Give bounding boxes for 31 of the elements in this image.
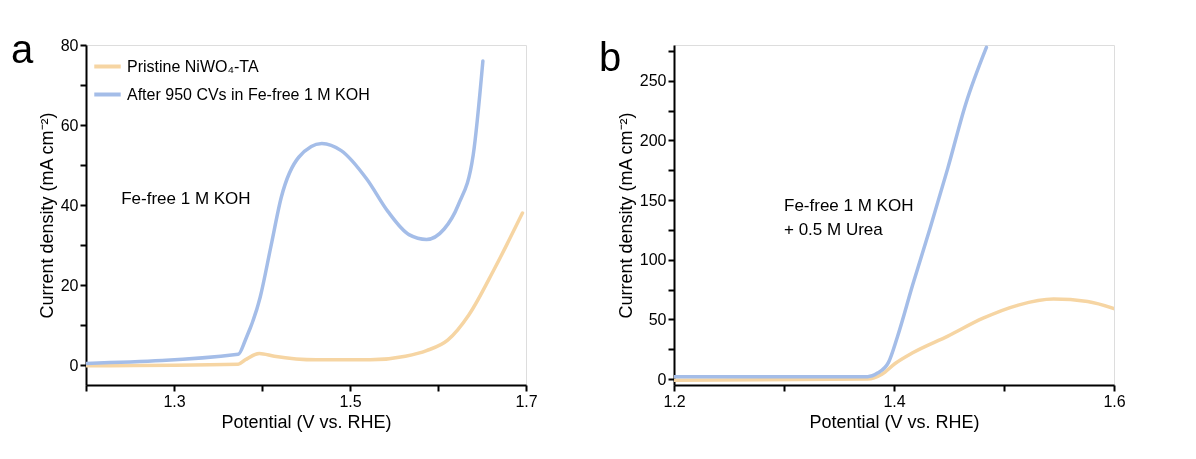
y-axis-title: Current density (mA cm⁻²) [615,112,636,319]
x-tick-label: 1.7 [515,392,538,410]
annotation: Fe-free 1 M KOH [121,189,251,209]
legend-label: Pristine NiWO₄-TA [127,57,259,75]
x-axis-title: Potential (V vs. RHE) [221,411,392,432]
y-tick-label: 60 [60,116,79,134]
y-tick-label: 50 [648,310,667,328]
y-tick-label: 200 [639,131,667,149]
annotation: Fe-free 1 M KOH + 0.5 M Urea [784,196,914,239]
y-axis-title: Current density (mA cm⁻²) [36,112,57,319]
x-tick-label: 1.2 [663,392,686,410]
y-tick-label: 100 [639,251,667,269]
x-tick-label: 1.3 [163,392,186,410]
y-tick-label: 20 [60,276,79,294]
line-series [86,59,485,366]
line-series [674,45,989,379]
legend-label: After 950 CVs in Fe-free 1 M KOH [127,85,370,103]
x-tick-label: 1.6 [1103,392,1126,410]
y-tick-label: 150 [639,191,667,209]
y-tick-label: 0 [657,370,667,388]
x-tick-label: 1.4 [883,392,906,410]
line-series [674,297,1114,382]
x-tick-label: 1.5 [339,392,362,410]
x-axis-title: Potential (V vs. RHE) [809,411,980,432]
y-tick-label: 40 [60,196,79,214]
y-tick-label: 80 [60,36,79,54]
chart-title: b [599,35,622,79]
y-tick-label: 0 [69,356,79,374]
y-tick-label: 250 [639,72,667,90]
line-series [86,211,525,368]
chart-title: a [11,27,34,71]
